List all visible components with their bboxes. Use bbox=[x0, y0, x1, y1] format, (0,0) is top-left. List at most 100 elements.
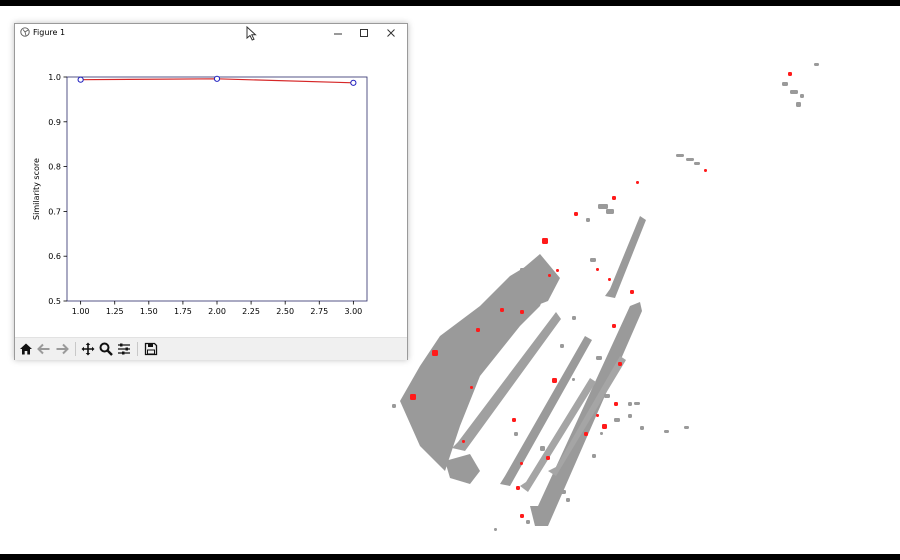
line-chart[interactable]: 0.5 0.6 0.7 0.8 0.9 1.0 1.00 1.25 1.50 1.75 2.00 2… bbox=[15, 41, 407, 337]
pan-button[interactable] bbox=[80, 341, 96, 357]
x-tick-label: 2.00 bbox=[208, 307, 226, 316]
scan-fragment bbox=[614, 402, 618, 406]
scan-fragment bbox=[782, 82, 788, 86]
configure-subplots-button[interactable] bbox=[116, 341, 132, 357]
scan-fragment bbox=[788, 72, 792, 76]
scan-fragment bbox=[540, 446, 545, 451]
scan-fragment bbox=[686, 158, 694, 161]
y-tick-label: 1.0 bbox=[48, 73, 61, 82]
scan-fragment bbox=[618, 362, 622, 366]
home-button[interactable] bbox=[18, 341, 34, 357]
scan-fragment bbox=[704, 169, 707, 172]
y-tick-label: 0.5 bbox=[48, 297, 61, 306]
y-tick-label: 0.6 bbox=[48, 252, 61, 261]
zoom-magnifier-icon bbox=[99, 342, 113, 356]
scan-wall-lower bbox=[445, 454, 480, 484]
scan-fragment bbox=[636, 181, 639, 184]
scan-fragment bbox=[476, 328, 480, 332]
close-button[interactable] bbox=[379, 24, 403, 41]
scan-fragment bbox=[516, 486, 520, 490]
scan-fragment bbox=[572, 378, 575, 381]
lidar-scan-map bbox=[392, 63, 819, 531]
scan-main-block bbox=[400, 261, 548, 471]
scan-fragment bbox=[630, 290, 634, 294]
back-arrow-icon bbox=[37, 343, 50, 355]
scan-fragment bbox=[566, 498, 570, 502]
plot-area bbox=[66, 76, 368, 302]
x-tick-label: 2.50 bbox=[276, 307, 294, 316]
y-tick-label: 0.9 bbox=[48, 118, 61, 127]
scan-fragment bbox=[600, 432, 603, 435]
x-tick-label: 2.75 bbox=[310, 307, 328, 316]
scan-fragment bbox=[494, 528, 497, 531]
scan-fragment bbox=[462, 440, 465, 443]
scan-fragment bbox=[548, 274, 551, 277]
x-tick-label: 1.75 bbox=[174, 307, 192, 316]
scan-fragment bbox=[470, 386, 473, 389]
x-tick-label: 3.00 bbox=[344, 307, 362, 316]
scan-fragment bbox=[602, 424, 607, 429]
x-tick-label: 1.50 bbox=[140, 307, 158, 316]
minimize-button[interactable] bbox=[326, 24, 350, 41]
data-point-marker bbox=[350, 79, 357, 86]
scan-fragment bbox=[574, 212, 578, 216]
save-button[interactable] bbox=[143, 341, 159, 357]
toolbar-separator bbox=[137, 342, 138, 356]
save-floppy-icon bbox=[144, 342, 158, 356]
scan-fragment bbox=[800, 94, 804, 98]
window-title: Figure 1 bbox=[33, 28, 66, 37]
home-icon bbox=[20, 343, 32, 355]
data-point-marker bbox=[213, 75, 221, 82]
x-tick-label: 2.25 bbox=[242, 307, 260, 316]
scan-fragment bbox=[514, 432, 518, 436]
scan-fragment bbox=[520, 268, 525, 272]
scan-fragment bbox=[500, 308, 504, 312]
scan-fragment bbox=[614, 418, 620, 422]
scan-fragment bbox=[520, 310, 524, 314]
x-axis-ticks: 1.00 1.25 1.50 1.75 2.00 2.25 2.50 2.75 3.00 bbox=[72, 301, 362, 316]
scan-fragment bbox=[604, 394, 610, 398]
scan-corridor-b bbox=[605, 216, 646, 298]
scan-fragment bbox=[526, 520, 530, 524]
scan-fragment bbox=[634, 402, 640, 405]
window-titlebar[interactable]: Figure 1 bbox=[15, 24, 407, 41]
scan-fragment bbox=[512, 418, 516, 422]
scan-fragment bbox=[640, 426, 644, 430]
y-tick-label: 0.8 bbox=[48, 163, 61, 172]
scan-fragment bbox=[606, 209, 614, 214]
scan-corridor-d bbox=[520, 378, 596, 492]
scan-fragment bbox=[556, 269, 559, 272]
zoom-button[interactable] bbox=[98, 341, 114, 357]
scan-fragment bbox=[598, 204, 608, 209]
close-icon bbox=[387, 28, 395, 37]
scan-fragment bbox=[814, 63, 819, 66]
scan-fragment bbox=[560, 490, 566, 494]
scan-fragment bbox=[628, 414, 632, 418]
pointcloud-viewer-canvas[interactable]: Figure 1 0.5 0.6 0.7 0.8 0.9 1.0 1.00 1.25 1.50… bbox=[0, 6, 900, 554]
scan-block-upper bbox=[520, 254, 560, 308]
scan-fragment bbox=[520, 514, 524, 518]
minimize-icon bbox=[334, 33, 342, 34]
scan-fragments bbox=[392, 63, 819, 531]
scan-long-wall bbox=[452, 312, 561, 451]
scan-fragment bbox=[694, 162, 700, 165]
scan-fragment bbox=[542, 238, 548, 244]
maximize-icon bbox=[360, 28, 368, 37]
matplotlib-figure-window[interactable]: Figure 1 0.5 0.6 0.7 0.8 0.9 1.0 1.00 1.25 1.50… bbox=[14, 23, 408, 360]
y-axis-label: Similarity score bbox=[32, 158, 41, 220]
scan-fragment bbox=[664, 430, 669, 433]
sliders-icon bbox=[118, 343, 130, 355]
scan-fragment bbox=[676, 154, 684, 157]
mouse-cursor-icon bbox=[246, 26, 257, 41]
maximize-button[interactable] bbox=[352, 24, 376, 41]
scan-fragment bbox=[494, 324, 498, 328]
forward-button[interactable] bbox=[54, 341, 70, 357]
scan-fragment bbox=[552, 378, 557, 383]
matplotlib-app-icon bbox=[20, 27, 30, 37]
scan-fragment bbox=[482, 316, 488, 320]
data-point-marker bbox=[77, 76, 84, 83]
scan-fragment bbox=[546, 456, 550, 460]
back-button[interactable] bbox=[36, 341, 52, 357]
scan-fragment bbox=[560, 344, 564, 348]
forward-arrow-icon bbox=[56, 343, 69, 355]
